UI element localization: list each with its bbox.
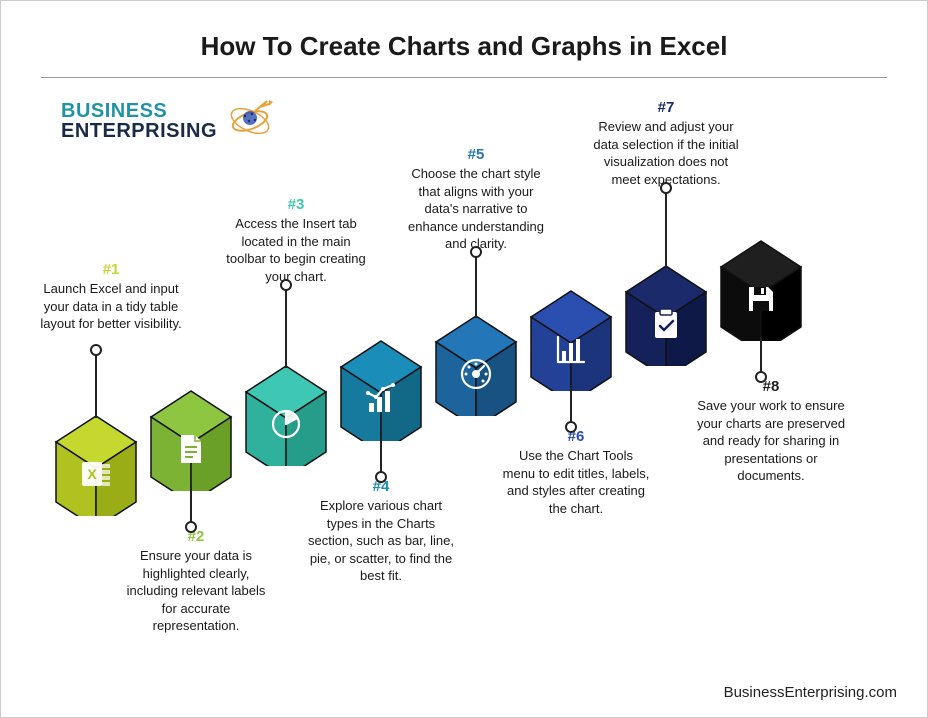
step-text-2: #2 Ensure your data is highlighted clear… <box>121 528 271 635</box>
step-text-5: #5 Choose the chart style that aligns wi… <box>401 146 551 253</box>
step-description: Access the Insert tab located in the mai… <box>221 215 371 285</box>
step-cube-7 <box>626 266 706 356</box>
infographic-page: How To Create Charts and Graphs in Excel… <box>0 0 928 718</box>
step-number: #6 <box>501 428 651 445</box>
bars-up-icon <box>361 379 401 419</box>
connector-line <box>285 284 287 368</box>
svg-text:X: X <box>87 466 97 482</box>
connector-dot <box>565 421 577 433</box>
connector-line <box>570 387 572 424</box>
step-cube-3 <box>246 366 326 456</box>
connector-line <box>95 349 97 418</box>
connector-dot <box>185 521 197 533</box>
step-number: #5 <box>401 146 551 163</box>
connector-dot <box>660 182 672 194</box>
step-text-8: #8 Save your work to ensure your charts … <box>696 378 846 485</box>
step-description: Ensure your data is highlighted clearly,… <box>121 547 271 635</box>
doc-icon <box>171 429 211 469</box>
divider <box>41 77 887 78</box>
steps-canvas: X #1 Launch Excel and input your data in… <box>1 91 927 717</box>
connector-line <box>475 251 477 318</box>
connector-dot <box>375 471 387 483</box>
step-number: #8 <box>696 378 846 395</box>
excel-icon: X <box>76 454 116 494</box>
connector-line <box>190 487 192 524</box>
page-title: How To Create Charts and Graphs in Excel <box>41 31 887 62</box>
step-cube-1: X <box>56 416 136 506</box>
credit-text: BusinessEnterprising.com <box>724 684 897 701</box>
connector-dot <box>90 344 102 356</box>
step-description: Use the Chart Tools menu to edit titles,… <box>501 447 651 517</box>
step-number: #2 <box>121 528 271 545</box>
step-description: Save your work to ensure your charts are… <box>696 397 846 485</box>
step-description: Explore various chart types in the Chart… <box>306 497 456 585</box>
step-cube-4 <box>341 341 421 431</box>
step-cube-2 <box>151 391 231 481</box>
step-number: #7 <box>591 99 741 116</box>
connector-dot <box>470 246 482 258</box>
step-text-4: #4 Explore various chart types in the Ch… <box>306 478 456 585</box>
pie-icon <box>266 404 306 444</box>
connector-line <box>760 337 762 374</box>
step-text-7: #7 Review and adjust your data selection… <box>591 99 741 188</box>
step-description: Choose the chart style that aligns with … <box>401 165 551 253</box>
step-number: #3 <box>221 196 371 213</box>
connector-dot <box>755 371 767 383</box>
gauge-icon <box>456 354 496 394</box>
save-icon <box>741 279 781 319</box>
step-text-3: #3 Access the Insert tab located in the … <box>221 196 371 285</box>
step-text-6: #6 Use the Chart Tools menu to edit titl… <box>501 428 651 517</box>
step-description: Review and adjust your data selection if… <box>591 118 741 188</box>
step-number: #1 <box>36 261 186 278</box>
bars-icon <box>551 329 591 369</box>
step-cube-5 <box>436 316 516 406</box>
connector-line <box>380 437 382 474</box>
step-description: Launch Excel and input your data in a ti… <box>36 280 186 333</box>
step-cube-8 <box>721 241 801 331</box>
clipboard-icon <box>646 304 686 344</box>
connector-line <box>665 187 667 268</box>
step-text-1: #1 Launch Excel and input your data in a… <box>36 261 186 333</box>
connector-dot <box>280 279 292 291</box>
step-cube-6 <box>531 291 611 381</box>
